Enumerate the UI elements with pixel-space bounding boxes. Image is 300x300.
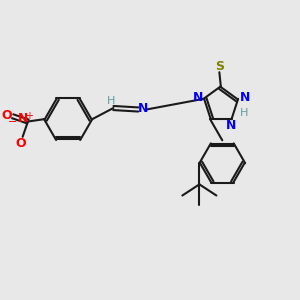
Text: N: N bbox=[17, 112, 28, 125]
Text: N: N bbox=[239, 91, 250, 104]
Text: O: O bbox=[1, 109, 11, 122]
Text: +: + bbox=[26, 111, 33, 121]
Text: N: N bbox=[137, 102, 148, 116]
Text: S: S bbox=[215, 60, 224, 73]
Text: H: H bbox=[107, 96, 115, 106]
Text: H: H bbox=[240, 108, 248, 118]
Text: −: − bbox=[8, 117, 17, 127]
Text: N: N bbox=[226, 119, 237, 132]
Text: N: N bbox=[192, 91, 203, 104]
Text: O: O bbox=[16, 137, 26, 150]
